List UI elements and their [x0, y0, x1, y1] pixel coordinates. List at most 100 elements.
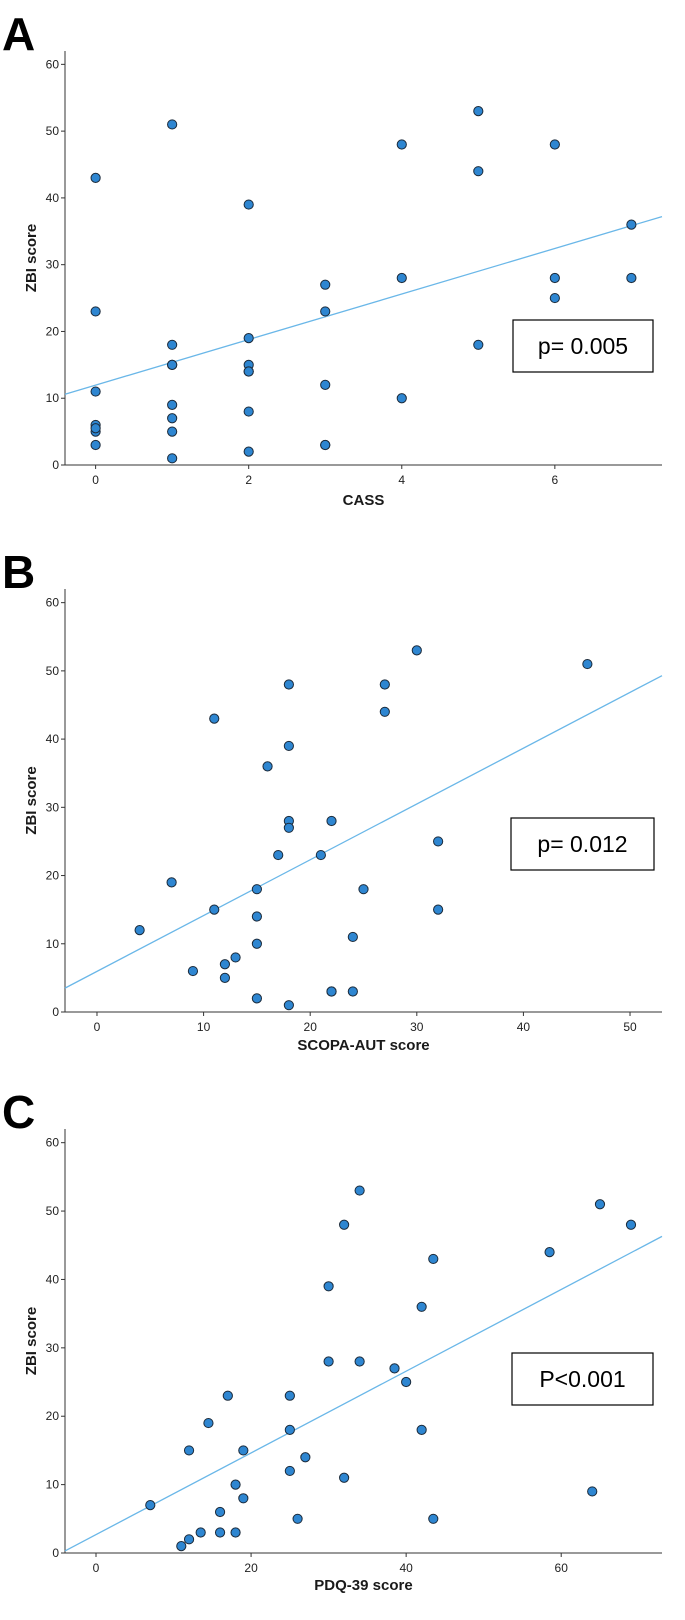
data-point: [243, 199, 254, 210]
data-point: [284, 1465, 295, 1477]
y-tick-label: 20: [46, 324, 60, 338]
p-value-label: P<0.001: [539, 1366, 625, 1392]
chart-panel-c: C 0 10 20 30 40 50 60 0 20 40 60 ZBI score PDQ-39 sco…: [2, 1086, 663, 1594]
data-point: [396, 272, 407, 284]
x-tick-label: 30: [410, 1020, 424, 1034]
y-tick-label: 0: [52, 1546, 59, 1560]
data-point: [389, 1363, 400, 1374]
data-point: [203, 1417, 214, 1429]
data-point: [167, 359, 178, 370]
y-tick-label: 30: [46, 1341, 60, 1355]
data-point: [284, 1424, 295, 1436]
data-point: [411, 645, 422, 656]
data-point: [283, 679, 294, 690]
data-point: [90, 423, 101, 434]
chart-panel-b: B 0 10 20 30 40 50 60 0 10 20 30 40 50 ZBI score SCOPA-…: [2, 546, 663, 1054]
data-point: [243, 333, 254, 344]
data-point: [214, 1506, 226, 1518]
data-point: [243, 406, 254, 417]
data-point: [416, 1301, 427, 1312]
data-point: [238, 1493, 249, 1504]
data-point: [347, 931, 358, 943]
data-point: [187, 965, 199, 977]
x-tick-label: 0: [93, 1561, 100, 1575]
data-point: [582, 658, 593, 670]
p-value-label: p= 0.005: [538, 333, 628, 359]
data-point: [183, 1534, 195, 1545]
data-point: [396, 139, 407, 150]
data-point: [379, 679, 390, 690]
y-axis-label: ZBI score: [23, 1307, 40, 1375]
data-point: [433, 836, 444, 847]
p-value-box: [511, 1352, 654, 1406]
x-tick-label: 2: [245, 473, 252, 487]
x-tick-label: 6: [552, 473, 559, 487]
y-tick-label: 40: [46, 732, 60, 746]
data-point: [300, 1452, 311, 1463]
y-tick-label: 10: [46, 1478, 60, 1492]
panel-letter: B: [2, 546, 35, 598]
data-point: [323, 1281, 334, 1292]
y-axis-label: ZBI score: [23, 766, 40, 834]
data-point: [433, 904, 444, 915]
data-point: [283, 1000, 294, 1011]
data-point: [549, 139, 560, 150]
data-point: [273, 849, 284, 861]
data-point: [347, 986, 358, 997]
data-point: [339, 1472, 350, 1483]
x-tick-label: 4: [398, 473, 405, 487]
data-point: [283, 822, 294, 833]
data-point: [209, 904, 220, 915]
x-tick-label: 10: [197, 1020, 211, 1034]
y-tick-label: 30: [46, 258, 60, 272]
data-point: [587, 1486, 598, 1497]
data-point: [428, 1253, 439, 1265]
regression-line: [64, 675, 663, 989]
chart-panel-a: A 0 10 20 30 40 50 60 0 2 4 6 ZBI score CASS p= 0.005: [2, 8, 663, 509]
data-point: [473, 105, 484, 117]
x-tick-label: 0: [94, 1020, 101, 1034]
data-point: [166, 877, 177, 888]
data-point: [379, 706, 390, 717]
data-point: [594, 1199, 606, 1210]
data-point: [626, 272, 637, 284]
y-tick-label: 60: [46, 596, 60, 610]
data-point: [167, 413, 178, 424]
data-point: [167, 426, 178, 437]
y-tick-label: 60: [46, 1136, 60, 1150]
y-tick-label: 10: [46, 391, 60, 405]
y-tick-label: 10: [46, 937, 60, 951]
data-point: [315, 849, 326, 861]
y-tick-label: 50: [46, 124, 60, 138]
data-point: [401, 1376, 412, 1388]
data-point: [473, 339, 484, 350]
data-point: [549, 272, 560, 284]
y-tick-label: 60: [46, 57, 60, 71]
data-point: [219, 972, 231, 983]
data-point: [625, 1219, 637, 1230]
y-tick-label: 30: [46, 800, 60, 814]
data-point: [262, 761, 273, 772]
x-tick-label: 0: [92, 473, 99, 487]
data-point: [230, 952, 241, 963]
data-point: [284, 1390, 295, 1401]
data-point: [167, 453, 178, 464]
data-point: [358, 884, 369, 895]
data-point: [292, 1513, 303, 1524]
data-point: [320, 439, 331, 451]
data-point: [354, 1185, 365, 1196]
data-point: [230, 1479, 241, 1490]
x-tick-label: 50: [623, 1020, 637, 1034]
data-point: [251, 911, 262, 922]
data-point: [243, 366, 254, 377]
data-point: [323, 1356, 334, 1367]
data-point: [326, 815, 337, 827]
data-point: [320, 379, 331, 390]
y-tick-label: 50: [46, 1204, 60, 1218]
data-point: [230, 1527, 241, 1538]
data-point: [544, 1246, 555, 1258]
data-point: [134, 925, 145, 936]
data-point: [354, 1356, 365, 1367]
data-point: [428, 1513, 439, 1524]
